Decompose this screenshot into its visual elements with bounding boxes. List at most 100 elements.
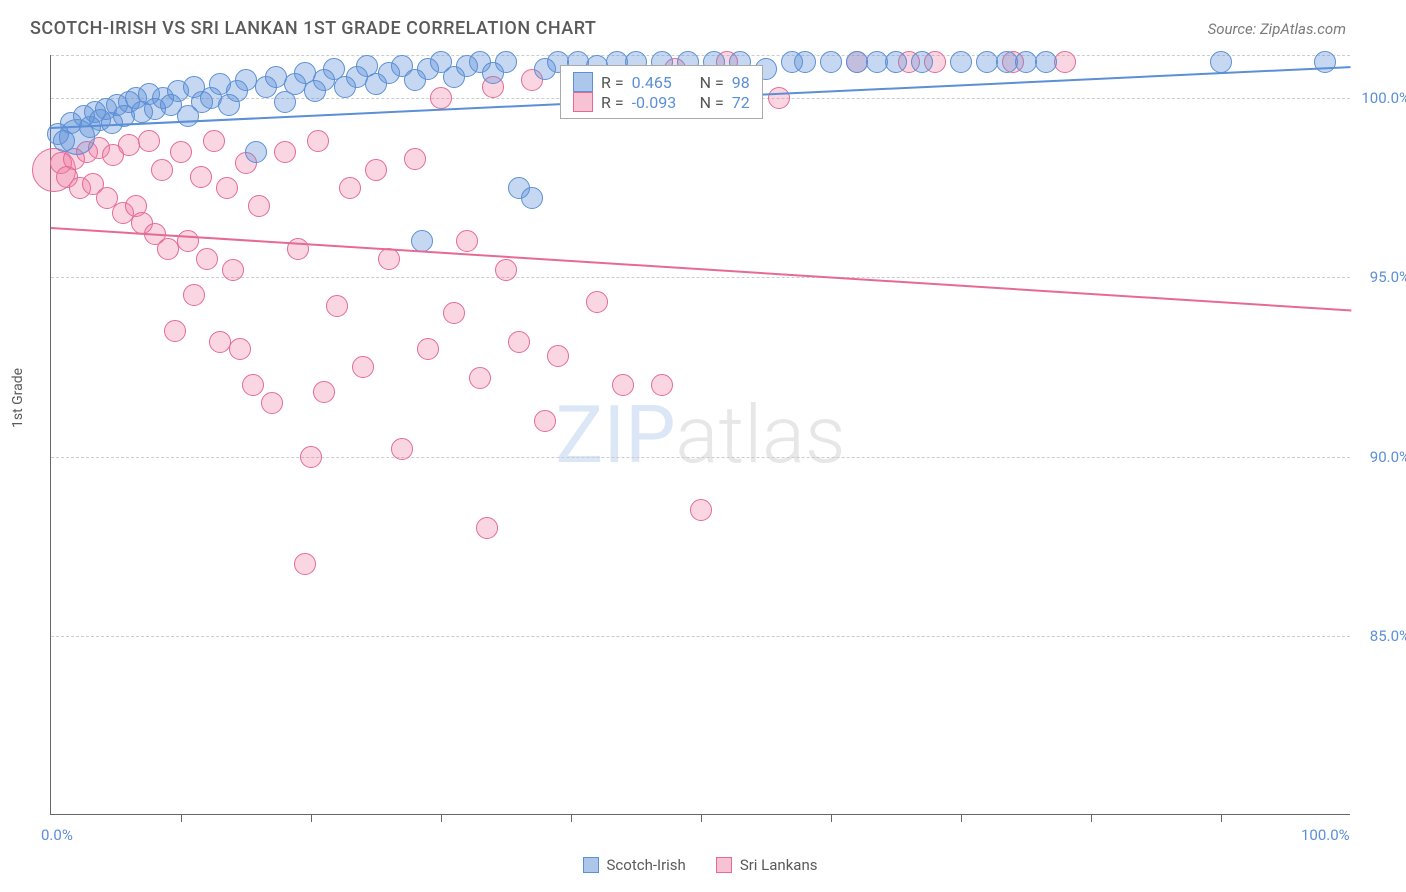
y-tick-label: 85.0% [1370,627,1406,645]
scatter-point [911,51,933,73]
scatter-point [274,141,296,163]
legend-swatch [573,92,593,112]
scatter-point [229,338,251,360]
stat-n-value: 72 [732,93,750,112]
scatter-point [1314,51,1336,73]
stats-legend-box: R = 0.465 N = 98 R = -0.093 N = 72 [560,65,763,119]
scatter-point [885,51,907,73]
y-axis-label: 1st Grade [10,368,26,428]
scatter-point [118,134,140,156]
source-label: Source: ZipAtlas.com [1208,20,1346,38]
stats-row: R = -0.093 N = 72 [573,92,750,112]
chart-canvas: ZIPatlas 100.0%95.0%90.0%85.0%0.0%100.0% [50,55,1350,815]
scatter-point [456,230,478,252]
scatter-point [245,141,267,163]
scatter-point [339,177,361,199]
legend-swatch [573,72,593,92]
y-tick-label: 100.0% [1361,89,1406,107]
legend-swatch [716,857,732,873]
watermark-atlas: atlas [676,388,846,482]
scatter-point [417,338,439,360]
scatter-point [352,356,374,378]
scatter-point [300,446,322,468]
x-tick-mark [1091,814,1092,822]
scatter-point [547,345,569,367]
scatter-point [651,374,673,396]
stat-r-value: -0.093 [632,93,692,112]
scatter-point [313,381,335,403]
chart-title: SCOTCH-IRISH VS SRI LANKAN 1ST GRADE COR… [30,18,596,39]
x-tick-mark [961,814,962,822]
scatter-point [443,302,465,324]
stat-n-label: N = [700,93,724,112]
scatter-point [261,392,283,414]
x-tick-mark [571,814,572,822]
stat-r-value: 0.465 [632,73,692,92]
stats-row: R = 0.465 N = 98 [573,72,750,92]
x-tick-label: 0.0% [41,826,73,844]
stat-r-label: R = [601,73,624,92]
scatter-point [495,51,517,73]
gridline [51,636,1350,637]
scatter-point [690,499,712,521]
stat-n-value: 98 [732,73,750,92]
watermark-zip: ZIP [555,388,675,482]
scatter-point [170,141,192,163]
scatter-point [586,291,608,313]
y-tick-label: 95.0% [1370,268,1406,286]
scatter-point [203,130,225,152]
trend-line [51,227,1351,311]
scatter-point [222,259,244,281]
watermark: ZIPatlas [555,388,845,482]
scatter-point [242,374,264,396]
scatter-point [190,166,212,188]
scatter-point [476,517,498,539]
x-tick-mark [701,814,702,822]
scatter-point [216,177,238,199]
scatter-point [768,87,790,109]
scatter-point [287,238,309,260]
scatter-point [391,438,413,460]
scatter-point [1035,51,1057,73]
scatter-point [794,51,816,73]
scatter-point [430,87,452,109]
scatter-point [326,295,348,317]
scatter-point [495,259,517,281]
scatter-point [1054,51,1076,73]
scatter-point [1210,51,1232,73]
scatter-point [469,367,491,389]
gridline [51,457,1350,458]
x-tick-mark [1221,814,1222,822]
legend-label: Scotch-Irish [607,856,686,874]
scatter-point [820,51,842,73]
x-tick-mark [311,814,312,822]
scatter-point [196,248,218,270]
scatter-point [950,51,972,73]
gridline [51,277,1350,278]
scatter-point [404,148,426,170]
y-tick-label: 90.0% [1370,448,1406,466]
scatter-point [183,284,205,306]
scatter-point [365,159,387,181]
scatter-point [378,248,400,270]
scatter-point [294,553,316,575]
scatter-point [508,331,530,353]
scatter-point [248,195,270,217]
scatter-point [138,130,160,152]
scatter-point [164,320,186,342]
legend-label: Sri Lankans [740,856,818,874]
scatter-point [307,130,329,152]
scatter-point [177,230,199,252]
x-tick-label: 100.0% [1301,826,1350,844]
legend-item: Scotch-Irish [583,856,686,874]
stat-r-label: R = [601,93,624,112]
gridline [51,55,1350,56]
scatter-point [612,374,634,396]
legend-item: Sri Lankans [716,856,818,874]
stat-n-label: N = [700,73,724,92]
scatter-point [534,410,556,432]
legend-swatch [583,857,599,873]
x-tick-mark [181,814,182,822]
x-tick-mark [441,814,442,822]
x-tick-mark [831,814,832,822]
